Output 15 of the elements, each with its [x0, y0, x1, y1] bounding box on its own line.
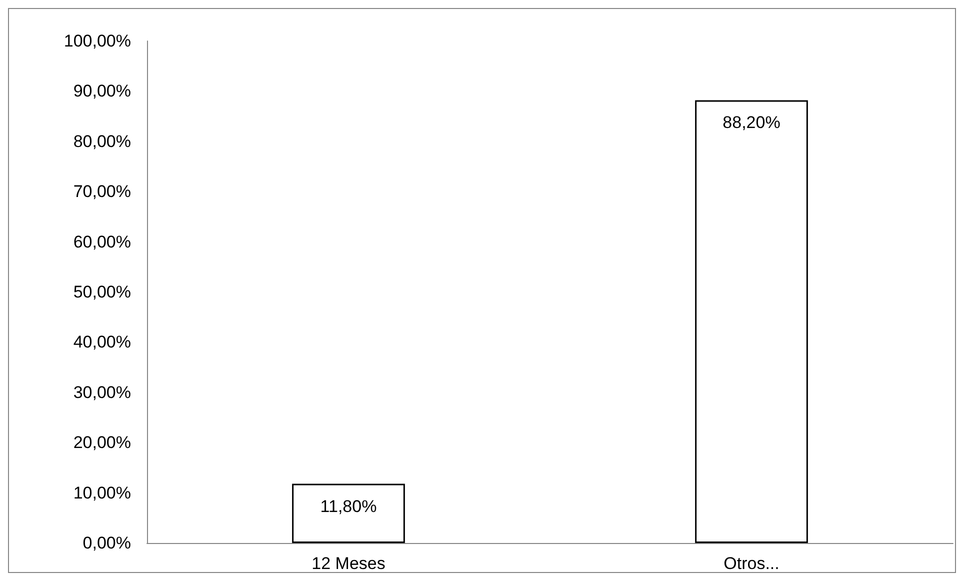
y-tick-label: 60,00%	[73, 232, 131, 252]
y-tick-label: 20,00%	[73, 433, 131, 452]
y-tick-label: 100,00%	[64, 32, 131, 50]
x-tick-label: Otros...	[724, 554, 780, 573]
y-tick-label: 50,00%	[73, 282, 131, 302]
y-tick-label: 80,00%	[73, 132, 131, 151]
y-tick-label: 0,00%	[82, 534, 131, 552]
y-tick-label: 90,00%	[73, 82, 131, 101]
x-tick-label: 12 Meses	[312, 554, 386, 573]
y-tick-label: 40,00%	[73, 332, 131, 352]
y-tick-label: 10,00%	[73, 483, 131, 502]
y-tick-label: 70,00%	[73, 182, 131, 202]
data-label: 11,80%	[320, 496, 377, 516]
y-tick-label: 30,00%	[73, 382, 131, 402]
data-label: 88,20%	[722, 113, 780, 132]
